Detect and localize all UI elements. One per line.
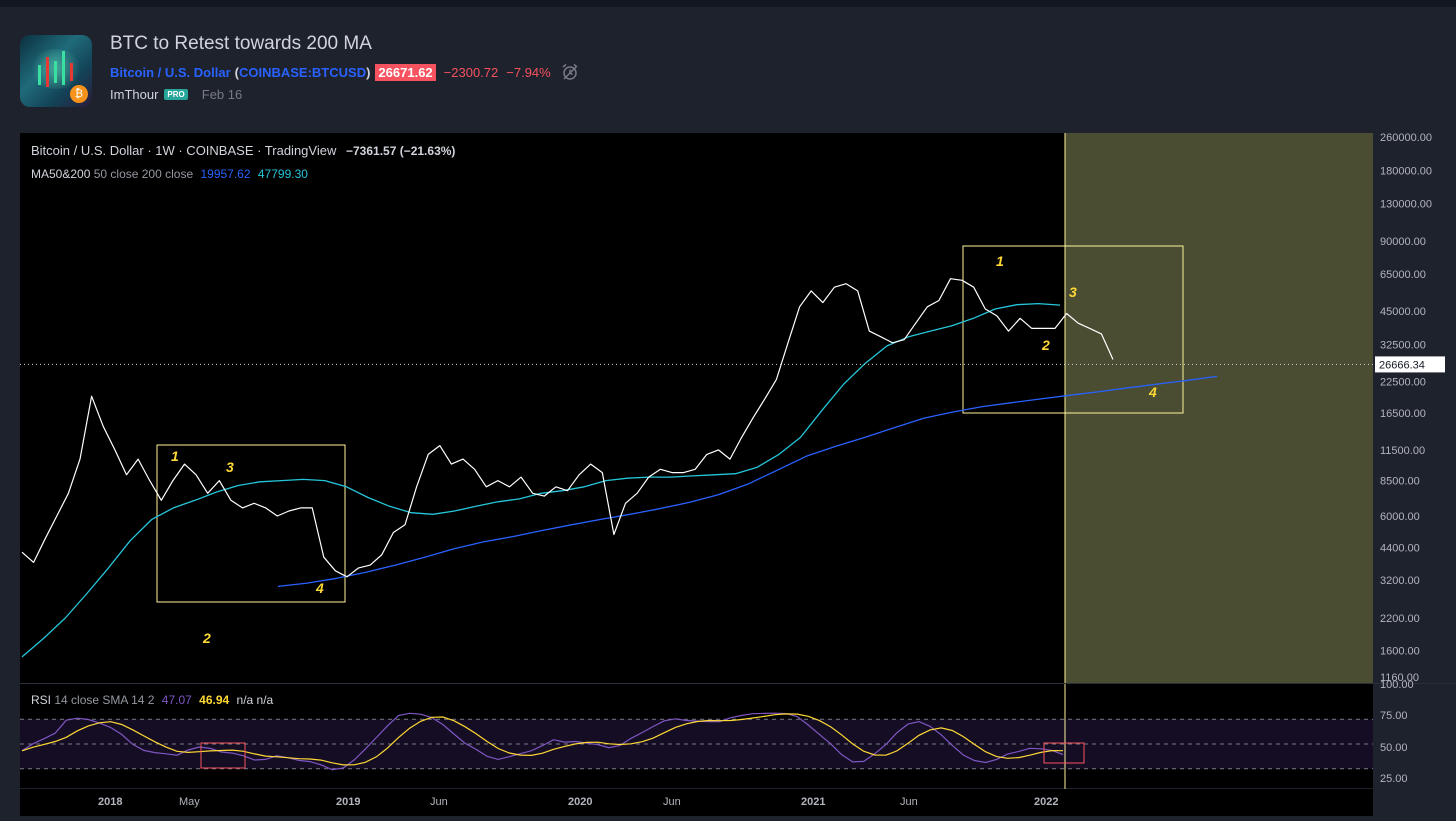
author-line: ImThour PRO Feb 16 xyxy=(110,87,242,102)
price-axis-label: 1600.00 xyxy=(1380,645,1420,657)
rsi-red-box-1 xyxy=(200,742,246,769)
time-axis-label: 2022 xyxy=(1034,796,1058,808)
price-badge: 26671.62 xyxy=(375,63,436,81)
legend-symbol: Bitcoin / U.S. Dollar · 1W · COINBASE · … xyxy=(31,143,337,158)
time-axis-label: 2020 xyxy=(568,796,592,808)
wave-label-5: 1 xyxy=(996,253,1004,269)
price-axis-label: 1160.00 xyxy=(1380,672,1419,684)
pair-name-link[interactable]: Bitcoin / U.S. Dollar xyxy=(110,64,231,80)
pattern-box-2022 xyxy=(962,245,1184,414)
wave-label-3: 3 xyxy=(226,459,234,475)
chart-container[interactable]: 1 2 3 4 1 2 3 4 260000.00 180000.00 130000.00 90000… xyxy=(20,132,1456,816)
price-axis-label: 11500.00 xyxy=(1380,445,1425,457)
pattern-box-2018 xyxy=(156,444,346,603)
price-axis-label: 2200.00 xyxy=(1380,613,1420,625)
ma-legend-value-2: 47799.30 xyxy=(257,167,308,181)
rsi-legend-extra: n/a n/a xyxy=(236,693,274,707)
time-axis-label: Jun xyxy=(663,796,681,808)
pro-badge: PRO xyxy=(164,89,188,100)
wave-label-8: 4 xyxy=(1148,384,1157,400)
time-axis-label: May xyxy=(179,796,200,808)
time-axis-label: 2021 xyxy=(801,796,825,808)
ma50-line xyxy=(21,302,1061,658)
wave-label-7: 3 xyxy=(1069,284,1077,300)
top-strip xyxy=(0,0,1456,7)
bitcoin-logo-icon: ₿ xyxy=(70,85,88,103)
wave-label-2: 2 xyxy=(202,630,211,646)
rsi-axis-label: 50.00 xyxy=(1380,742,1408,754)
price-axis-label: 6000.00 xyxy=(1380,511,1420,523)
time-axis-bg xyxy=(20,789,1373,816)
price-axis-bg xyxy=(1373,133,1456,816)
rsi-legend-name: RSI xyxy=(31,693,52,707)
rsi-line xyxy=(21,712,1064,771)
alarm-clock-icon[interactable] xyxy=(561,63,579,81)
price-axis-label: 260000.00 xyxy=(1380,133,1432,144)
ma-legend: MA50&200 50 close 200 close 19957.62 477… xyxy=(31,167,308,181)
main-legend: Bitcoin / U.S. Dollar · 1W · COINBASE · … xyxy=(31,143,455,158)
rsi-legend: RSI 14 close SMA 14 2 47.07 46.94 n/a n/… xyxy=(31,693,273,707)
price-axis-label: 180000.00 xyxy=(1380,165,1432,177)
price-axis-label: 8500.00 xyxy=(1380,476,1420,488)
time-axis-label: 2019 xyxy=(336,796,360,808)
price-line xyxy=(21,278,1114,578)
rsi-legend-value: 47.07 xyxy=(161,693,192,707)
current-price-tag xyxy=(1375,356,1445,373)
author-name[interactable]: ImThour xyxy=(110,87,159,102)
price-axis-label: 3200.00 xyxy=(1380,575,1420,587)
ma-legend-params: 50 close 200 close xyxy=(93,167,194,181)
price-axis-label: 65000.00 xyxy=(1380,269,1426,281)
legend-change: −7361.57 (−21.63%) xyxy=(345,144,456,158)
ma-legend-value-1: 19957.62 xyxy=(200,167,251,181)
price-axis-label: 32500.00 xyxy=(1380,339,1426,351)
ma200-line xyxy=(277,375,1218,588)
price-axis-label: 45000.00 xyxy=(1380,306,1426,318)
rsi-sma-legend-value: 46.94 xyxy=(199,693,230,707)
price-change-percent: −7.94% xyxy=(506,64,551,80)
wave-label-6: 2 xyxy=(1041,337,1050,353)
time-axis-label: 2018 xyxy=(98,796,122,808)
symbol-info: Bitcoin / U.S. Dollar (COINBASE:BTCUSD) … xyxy=(110,62,579,82)
rsi-axis-label: 75.00 xyxy=(1380,710,1408,722)
current-price-label: 26666.34 xyxy=(1379,359,1425,371)
price-axis-label: 16500.00 xyxy=(1380,408,1426,420)
price-axis-label: 130000.00 xyxy=(1380,198,1432,210)
price-chart[interactable]: 1 2 3 4 1 2 3 4 260000.00 180000.00 130000.00 90000… xyxy=(20,132,1456,816)
rsi-sma-line xyxy=(21,713,1064,766)
price-axis-label: 90000.00 xyxy=(1380,236,1426,248)
rsi-red-box-2 xyxy=(1043,742,1085,764)
rsi-axis-label: 25.00 xyxy=(1380,773,1408,785)
price-change: −2300.72 xyxy=(443,64,499,80)
publish-date: Feb 16 xyxy=(201,87,243,102)
wave-label-4: 4 xyxy=(315,580,324,596)
idea-header: ₿ BTC to Retest towards 200 MA Bitcoin /… xyxy=(0,7,1456,127)
wave-label-1: 1 xyxy=(171,448,179,464)
author-avatar[interactable]: ₿ xyxy=(20,35,92,107)
rsi-legend-params: 14 close SMA 14 2 xyxy=(54,693,155,707)
price-axis-label: 4400.00 xyxy=(1380,543,1420,555)
ma-legend-name: MA50&200 xyxy=(31,167,91,181)
symbol-link[interactable]: COINBASE:BTCUSD xyxy=(238,64,367,80)
idea-title: BTC to Retest towards 200 MA xyxy=(110,33,372,54)
time-axis-label: Jun xyxy=(900,796,918,808)
future-zone xyxy=(1065,133,1373,683)
rsi-axis-label: 100.00 xyxy=(1380,679,1414,691)
time-axis-label: Jun xyxy=(430,796,448,808)
price-axis-label: 22500.00 xyxy=(1380,377,1426,389)
